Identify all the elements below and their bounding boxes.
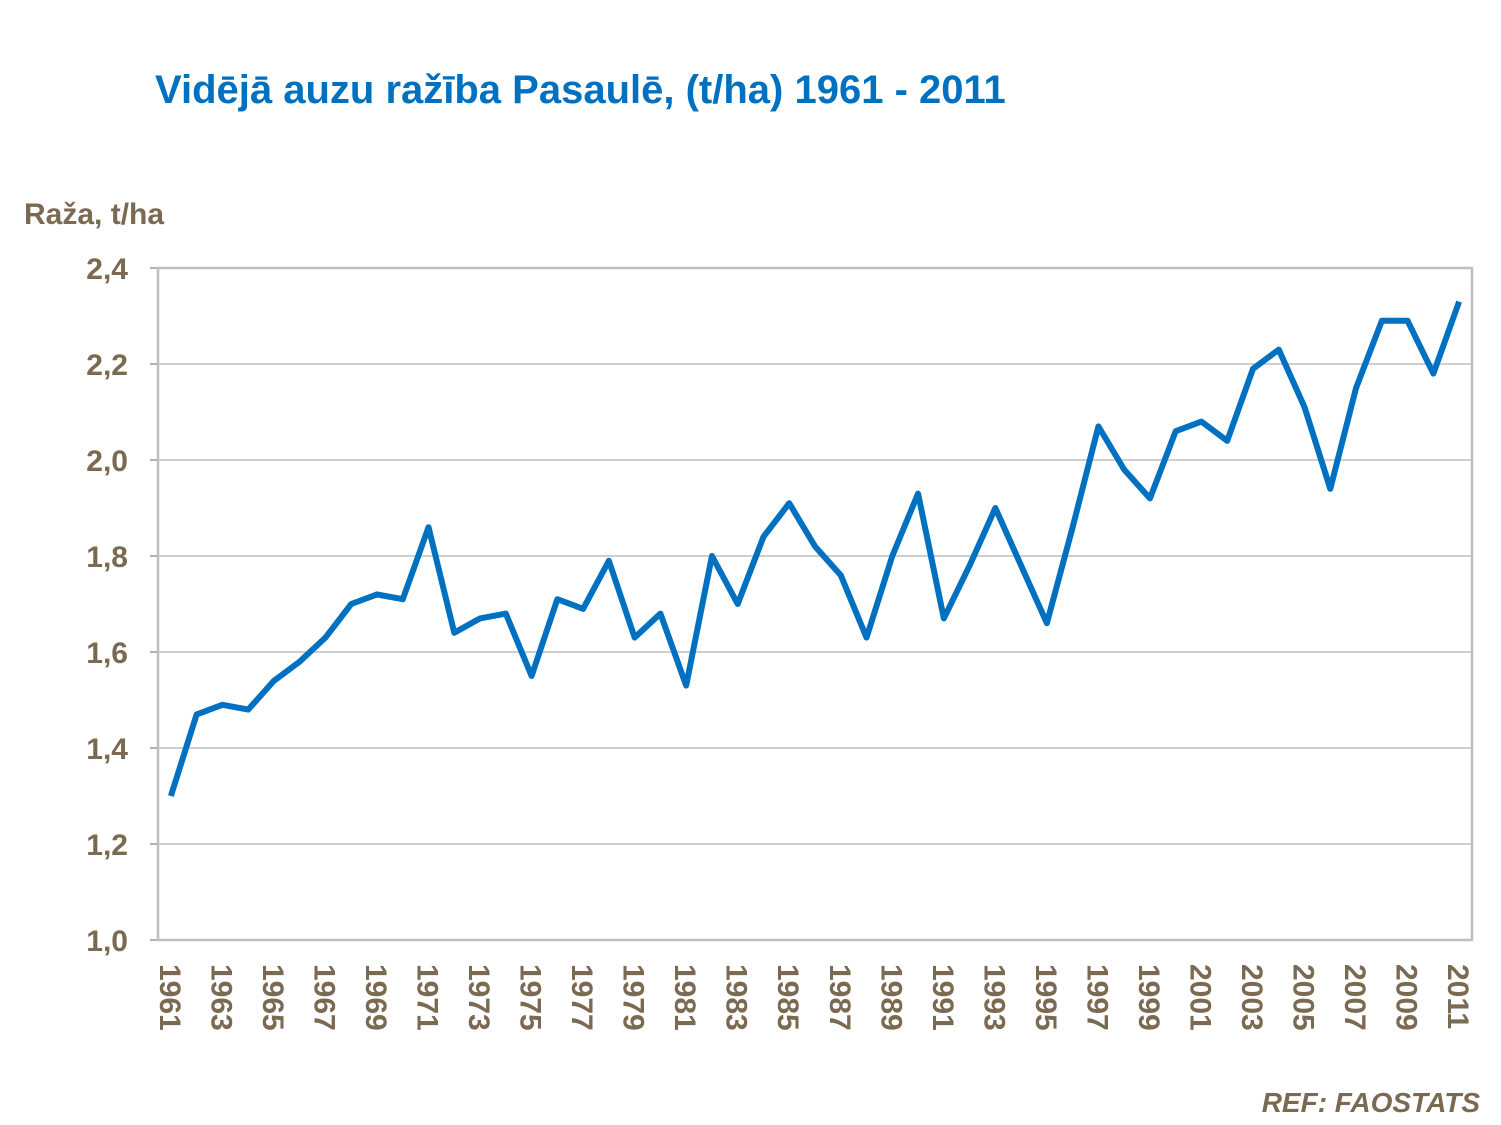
x-tick-label: 1965 [256, 964, 289, 1031]
x-tick-label: 1977 [565, 964, 598, 1031]
y-tick-label: 1,2 [86, 829, 128, 862]
plot-frame [156, 266, 1474, 942]
y-tick-label: 1,0 [86, 925, 128, 958]
x-tick-label: 1973 [462, 964, 495, 1031]
x-tick-label: 1981 [668, 964, 701, 1031]
y-tick-label: 1,4 [86, 733, 128, 766]
y-tick-label: 1,6 [86, 637, 128, 670]
y-tick-label: 2,0 [86, 445, 128, 478]
y-tick-label: 2,2 [86, 349, 128, 382]
x-tick-label: 1967 [307, 964, 340, 1031]
x-tick-label: 1969 [359, 964, 392, 1031]
x-tick-label: 2001 [1183, 964, 1216, 1031]
x-tick-label: 1989 [874, 964, 907, 1031]
x-tick-label: 2005 [1287, 964, 1320, 1031]
x-tick-label: 1975 [514, 964, 547, 1031]
x-tick-label: 1963 [204, 964, 237, 1031]
x-tick-label: 1995 [1029, 964, 1062, 1031]
x-tick-label: 1987 [823, 964, 856, 1031]
y-tick-label: 2,4 [86, 253, 128, 286]
x-tick-label: 2003 [1235, 964, 1268, 1031]
y-tick-label: 1,8 [86, 541, 128, 574]
x-tick-label: 1999 [1132, 964, 1165, 1031]
x-tick-label: 1971 [411, 964, 444, 1031]
x-tick-label: 1979 [617, 964, 650, 1031]
y-axis-label: Raža, t/ha [24, 198, 164, 231]
x-tick-label: 1961 [153, 964, 186, 1031]
x-tick-label: 2009 [1390, 964, 1423, 1031]
x-tick-label: 1983 [720, 964, 753, 1031]
data-line [168, 300, 1462, 797]
x-tick-label: 1985 [771, 964, 804, 1031]
x-tick-label: 2011 [1441, 964, 1474, 1029]
x-tick-label: 2007 [1338, 964, 1371, 1031]
x-tick-label: 1991 [926, 964, 959, 1031]
x-tick-label: 1997 [1080, 964, 1113, 1031]
chart-title: Vidējā auzu ražība Pasaulē, (t/ha) 1961 … [155, 68, 1006, 112]
source: REF: FAOSTATS [1262, 1087, 1481, 1118]
x-tick-label: 1993 [977, 964, 1010, 1031]
